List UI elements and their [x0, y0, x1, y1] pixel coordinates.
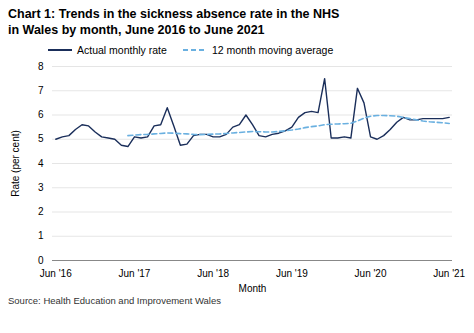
svg-text:1: 1: [38, 230, 44, 241]
svg-text:Month: Month: [239, 282, 267, 293]
svg-text:6: 6: [38, 109, 44, 120]
svg-text:Jun '17: Jun '17: [118, 267, 150, 278]
svg-text:4: 4: [38, 157, 44, 168]
svg-text:3: 3: [38, 181, 44, 192]
svg-text:Rate (per cent): Rate (per cent): [10, 130, 21, 197]
svg-text:Jun '18: Jun '18: [197, 267, 229, 278]
svg-text:2: 2: [38, 206, 44, 217]
svg-text:Jun '19: Jun '19: [276, 267, 308, 278]
svg-text:Jun '20: Jun '20: [355, 267, 387, 278]
svg-text:0: 0: [38, 254, 44, 265]
svg-text:7: 7: [38, 84, 44, 95]
html-text:Source: Health Education and I: Source: Health Education and Improvement…: [8, 294, 221, 306]
svg-text:8: 8: [38, 60, 44, 71]
html-text:in Wales by month, June 2016 t: in Wales by month, June 2016 to June 202…: [8, 23, 265, 38]
svg-text:Jun '16: Jun '16: [40, 267, 72, 278]
html-text:12 month moving average: 12 month moving average: [211, 43, 334, 56]
svg-text:Jun '21: Jun '21: [433, 267, 465, 278]
html-text:Actual monthly rate: Actual monthly rate: [77, 43, 167, 56]
html-text:Chart 1: Trends in the sicknes: Chart 1: Trends in the sickness absence …: [8, 7, 340, 21]
svg-text:5: 5: [38, 133, 44, 144]
